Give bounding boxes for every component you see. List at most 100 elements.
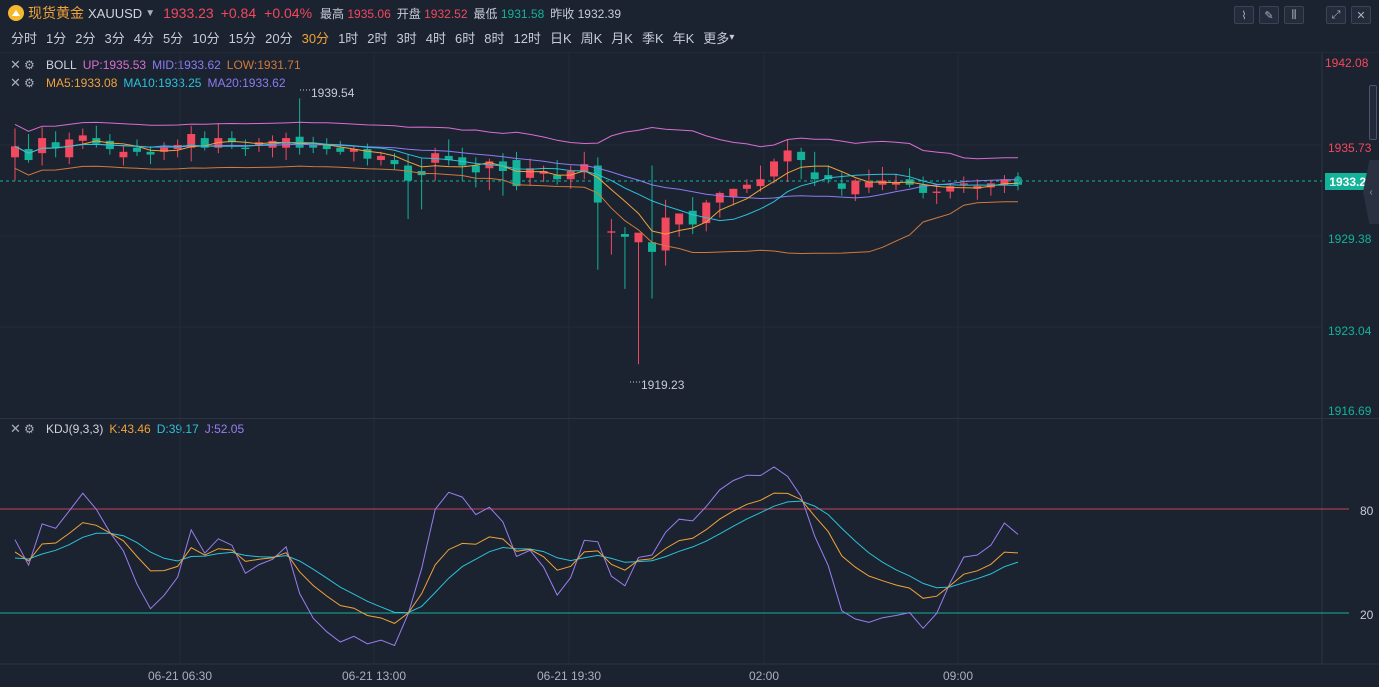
ma5-value: MA5:1933.08 — [46, 76, 118, 90]
candle-up — [607, 231, 616, 233]
period-tab[interactable]: 4时 — [425, 30, 446, 46]
ma-legend: ✕ ⚙ MA5:1933.08 MA10:1933.25 MA20:1933.6… — [10, 75, 292, 91]
kdj-axis-label: 20 — [1360, 608, 1374, 622]
candle-down — [444, 155, 453, 161]
period-tab[interactable]: 分时 — [11, 30, 38, 46]
candle-up — [634, 232, 643, 243]
last-price: 1933.23 — [163, 5, 214, 21]
kdj-settings-icon[interactable]: ⚙ — [24, 422, 35, 436]
boll-up-line — [14, 121, 1018, 160]
low-label: 最低 — [473, 6, 498, 21]
candle-up — [580, 164, 589, 173]
kdj-j-line — [14, 466, 1019, 647]
period-tab[interactable]: 12时 — [513, 30, 541, 46]
period-tab[interactable]: 2时 — [367, 30, 388, 46]
boll-low: LOW:1931.71 — [226, 58, 301, 72]
candle-up — [932, 191, 941, 193]
close-kdj-icon[interactable]: ✕ — [10, 421, 21, 436]
candle-down — [51, 142, 60, 148]
period-tab[interactable]: 8时 — [484, 30, 505, 46]
period-tab[interactable]: 4分 — [133, 30, 154, 46]
period-tab[interactable]: 周K — [580, 30, 603, 46]
expand-icon[interactable]: ⤢ — [1326, 6, 1346, 24]
pane-divider[interactable] — [0, 418, 1379, 419]
time-axis-label: 06-21 13:00 — [341, 669, 407, 683]
draw-pencil-icon[interactable]: ✎ — [1259, 6, 1279, 24]
high-stat: 最高 1935.06 — [320, 5, 391, 22]
period-tab[interactable]: 1分 — [46, 30, 67, 46]
candle-up — [119, 151, 128, 158]
symbol-dropdown-icon[interactable]: ▼ — [145, 7, 156, 19]
price-change: +0.84 — [220, 5, 257, 21]
period-more-dropdown[interactable]: 更多 — [703, 30, 730, 46]
open-value: 1932.52 — [424, 6, 468, 21]
time-axis-label: 02:00 — [748, 669, 780, 683]
candle-down — [471, 165, 480, 173]
candle-down — [404, 165, 413, 181]
candle-down — [241, 147, 250, 150]
boll-legend: ✕ ⚙ BOLL UP:1935.53 MID:1933.62 LOW:1931… — [10, 57, 307, 73]
ma20-value: MA20:1933.62 — [207, 76, 286, 90]
boll-settings-icon[interactable]: ⚙ — [24, 58, 35, 72]
kdj-k-line — [14, 492, 1019, 624]
period-tab[interactable]: 30分 — [301, 30, 330, 46]
period-tab[interactable]: 月K — [611, 30, 633, 46]
candle-up — [770, 161, 779, 177]
period-tab[interactable]: 年K — [672, 30, 695, 46]
period-tab[interactable]: 季K — [641, 30, 664, 46]
period-tab[interactable]: 5分 — [162, 30, 184, 46]
candle-up — [349, 149, 358, 152]
candle-down — [797, 151, 806, 161]
period-tab[interactable]: 2分 — [75, 30, 96, 46]
candle-down — [824, 175, 833, 180]
candle-down — [553, 175, 562, 180]
kdj-d: D:39.17 — [156, 422, 199, 436]
close-ma-icon[interactable]: ✕ — [10, 75, 21, 90]
price-axis-label: 1942.08 — [1325, 56, 1369, 70]
time-axis-label: 06-21 19:30 — [536, 669, 602, 683]
period-tab[interactable]: 6时 — [455, 30, 476, 46]
ma10-value: MA10:1933.25 — [123, 76, 202, 90]
line-chart-icon[interactable]: ⌇ — [1234, 6, 1254, 24]
quote-header: 现货黄金 XAUUSD ▼ 1933.23 +0.84 +0.04% 最高 19… — [0, 0, 1379, 26]
open-label: 开盘 — [396, 6, 421, 21]
candle-up — [38, 138, 47, 154]
current-price-tag: 1933.23 — [1325, 173, 1377, 190]
candle-down — [146, 151, 155, 155]
time-axis-label: 09:00 — [942, 669, 974, 683]
candle-down — [810, 172, 819, 180]
candle-down — [200, 138, 209, 148]
more-dropdown-icon[interactable]: ▾ — [729, 31, 735, 43]
price-scale-handle[interactable] — [1369, 85, 1377, 140]
candle-down — [620, 234, 629, 237]
period-tab[interactable]: 日K — [549, 30, 572, 46]
candle-up — [65, 139, 74, 158]
price-change-pct: +0.04% — [264, 5, 313, 21]
close-boll-icon[interactable]: ✕ — [10, 57, 21, 72]
candle-up — [431, 153, 440, 163]
period-tab[interactable]: 20分 — [265, 30, 293, 46]
collapse-panel-icon[interactable]: ‹ — [1363, 160, 1379, 224]
period-tab[interactable]: 3分 — [104, 30, 125, 46]
candle-settings-icon[interactable]: ⫼ — [1284, 6, 1304, 24]
period-tab[interactable]: 1时 — [338, 30, 359, 46]
prev-close-label: 昨收 — [550, 6, 575, 21]
kdj-legend: ✕ ⚙ KDJ(9,3,3) K:43.46 D:39.17 J:52.05 — [10, 421, 250, 437]
ma-settings-icon[interactable]: ⚙ — [24, 76, 35, 90]
candle-up — [702, 202, 711, 224]
gold-logo-icon — [8, 5, 24, 21]
kdj-j: J:52.05 — [204, 422, 245, 436]
period-tab[interactable]: 15分 — [228, 30, 257, 46]
close-icon[interactable]: ✕ — [1351, 6, 1371, 24]
period-tab[interactable]: 3时 — [396, 30, 417, 46]
period-tab[interactable]: 10分 — [192, 30, 220, 46]
prev-close-stat: 昨收 1932.39 — [550, 5, 621, 22]
candle-up — [892, 181, 901, 185]
candle-down — [227, 138, 236, 143]
instrument-title[interactable]: 现货黄金 — [28, 5, 84, 21]
instrument-symbol[interactable]: XAUUSD — [88, 5, 143, 21]
candle-up — [160, 147, 169, 152]
candle-up — [376, 155, 385, 161]
kdj-axis-label: 80 — [1360, 504, 1374, 518]
